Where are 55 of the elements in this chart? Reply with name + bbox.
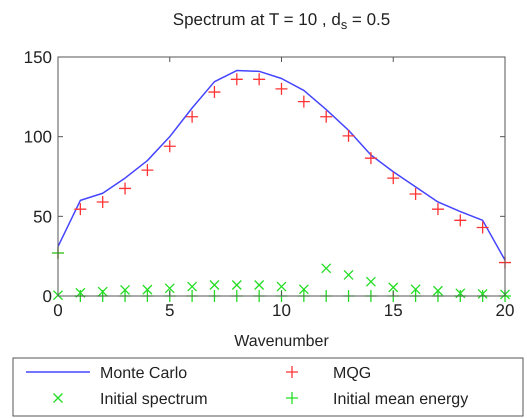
point — [232, 280, 242, 290]
point — [163, 140, 176, 153]
point — [274, 82, 288, 96]
point — [343, 270, 354, 280]
point — [230, 72, 244, 86]
y-tick-label: 50 — [33, 207, 52, 226]
point — [52, 290, 64, 300]
point — [500, 289, 510, 300]
point — [298, 284, 309, 294]
point — [432, 286, 444, 296]
x-tick-label: 15 — [384, 301, 403, 320]
point — [276, 281, 287, 292]
x-axis-title: Wavenumber — [234, 333, 330, 350]
y-tick-label: 100 — [24, 128, 52, 147]
point — [366, 276, 376, 287]
chart-title: Spectrum at T = 10 , d$_{s}$ = 0.5 — [172, 10, 390, 32]
point — [297, 94, 310, 108]
point — [118, 182, 132, 196]
point — [364, 152, 378, 165]
point — [252, 72, 266, 86]
point — [410, 284, 421, 294]
point — [209, 280, 220, 290]
y-tick-label: 150 — [24, 48, 52, 67]
legend-label: Initial spectrum — [100, 391, 208, 408]
point — [455, 288, 466, 298]
point — [75, 288, 86, 298]
point — [478, 288, 488, 300]
point — [386, 171, 400, 185]
point — [431, 202, 445, 216]
legend-label: Initial mean energy — [333, 391, 468, 408]
legend-label: Monte Carlo — [100, 365, 188, 382]
point — [342, 129, 356, 143]
point — [454, 214, 467, 227]
point — [186, 281, 198, 292]
line-series — [57, 70, 506, 261]
point — [388, 282, 398, 293]
point — [408, 187, 422, 201]
point — [185, 110, 199, 124]
legend-label: MQG — [333, 365, 372, 382]
y-tick-label: 0 — [42, 287, 52, 306]
point — [208, 85, 222, 99]
point — [120, 284, 130, 296]
x-tick-label: 20 — [496, 301, 514, 320]
point — [74, 202, 87, 216]
point — [142, 284, 153, 295]
point — [321, 263, 332, 274]
point — [96, 195, 110, 209]
point — [254, 280, 264, 290]
point — [476, 220, 490, 234]
point — [164, 283, 175, 294]
point — [98, 286, 108, 297]
point — [320, 110, 333, 124]
x-tick-label: 5 — [165, 301, 174, 320]
x-tick-label: 10 — [272, 301, 291, 320]
point — [140, 163, 154, 177]
